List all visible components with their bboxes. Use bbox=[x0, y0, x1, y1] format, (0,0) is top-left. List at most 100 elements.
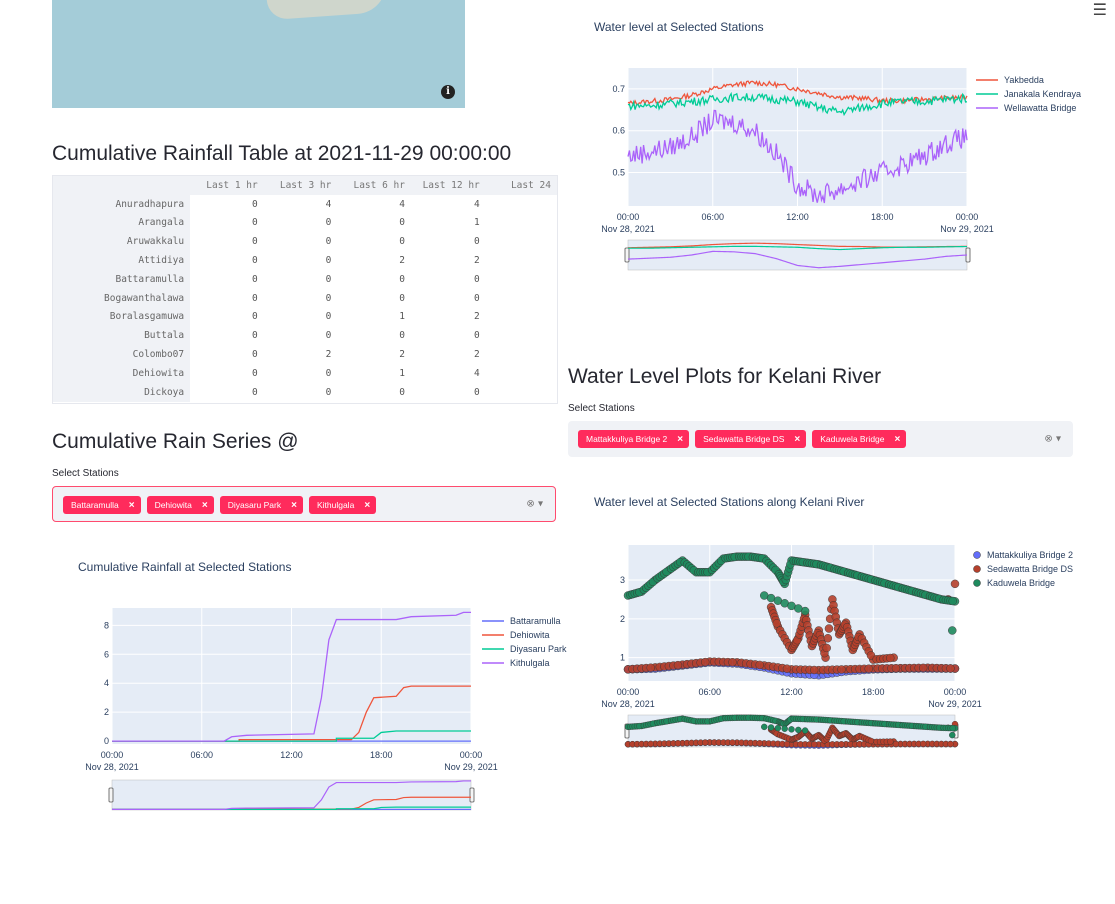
series-point bbox=[918, 663, 928, 673]
table-cell: 0 bbox=[252, 330, 258, 342]
legend-swatch bbox=[973, 551, 981, 559]
remove-tag-icon[interactable]: × bbox=[894, 434, 901, 445]
y-tick-label: 4 bbox=[104, 678, 109, 688]
table-cell: 0 bbox=[399, 330, 405, 342]
table-cell: 2 bbox=[474, 349, 480, 361]
row-station-name: Arangala bbox=[53, 213, 191, 233]
legend-label[interactable]: Battaramulla bbox=[510, 616, 561, 626]
remove-tag-icon[interactable]: × bbox=[201, 500, 208, 511]
table-cell: 0 bbox=[474, 273, 480, 285]
series-point bbox=[673, 660, 683, 670]
map-info-icon[interactable]: i bbox=[441, 85, 455, 99]
series-point bbox=[823, 634, 833, 643]
legend-label[interactable]: Janakala Kendraya bbox=[1004, 89, 1081, 99]
column-header[interactable]: Last 24 bbox=[485, 176, 557, 195]
column-header[interactable]: Last 1 hr bbox=[190, 176, 264, 195]
table-cell: 0 bbox=[474, 236, 480, 248]
series-point bbox=[891, 663, 901, 673]
chevron-down-icon[interactable]: ▾ bbox=[1055, 433, 1061, 445]
station-tag: Sedawatta Bridge DS × bbox=[695, 430, 807, 448]
legend-label[interactable]: Kaduwela Bridge bbox=[987, 578, 1055, 588]
remove-tag-icon[interactable]: × bbox=[128, 500, 135, 511]
station-tag-label: Kithulgala bbox=[316, 500, 355, 510]
column-header[interactable]: Last 3 hr bbox=[263, 176, 338, 195]
rain-station-multiselect[interactable]: Battaramulla × Dehiowita × Diyasaru Park × Kit… bbox=[52, 486, 556, 522]
legend-label[interactable]: Sedawatta Bridge DS bbox=[987, 564, 1073, 574]
x-tick-label: 18:00 bbox=[862, 687, 885, 697]
legend-label[interactable]: Kithulgala bbox=[510, 658, 550, 668]
series-point bbox=[864, 664, 873, 673]
y-tick-label: 2 bbox=[104, 707, 109, 717]
legend-label[interactable]: Mattakkuliya Bridge 2 bbox=[987, 550, 1073, 560]
table-row: Dickoya 0 0 0 0 bbox=[53, 382, 557, 402]
table-row: Arangala 0 0 0 1 bbox=[53, 213, 557, 233]
column-header[interactable]: Last 12 hr bbox=[410, 176, 486, 195]
row-station-name: Anuradhapura bbox=[53, 194, 191, 214]
remove-tag-icon[interactable]: × bbox=[794, 434, 801, 445]
table-row: Battaramulla 0 0 0 0 bbox=[53, 269, 557, 289]
row-station-name: Aruwakkalu bbox=[53, 232, 191, 252]
range-series-point bbox=[920, 740, 927, 748]
station-tag-label: Battaramulla bbox=[71, 500, 119, 510]
legend-label[interactable]: Diyasaru Park bbox=[510, 644, 567, 654]
range-series-point bbox=[867, 737, 875, 745]
table-cell: 0 bbox=[325, 236, 332, 248]
range-handle-left[interactable] bbox=[108, 787, 114, 803]
station-tag-label: Sedawatta Bridge DS bbox=[703, 434, 785, 444]
x-tick-label: 12:00 bbox=[786, 212, 809, 222]
chevron-down-icon[interactable]: ▾ bbox=[537, 498, 543, 510]
station-tag-label: Kaduwela Bridge bbox=[820, 434, 885, 444]
series-point bbox=[794, 604, 803, 613]
range-series-point bbox=[838, 741, 845, 748]
remove-tag-icon[interactable]: × bbox=[677, 434, 684, 445]
table-cell: 0 bbox=[252, 255, 258, 267]
series-point bbox=[646, 663, 655, 672]
multiselect-controls[interactable]: ⊗ ▾ bbox=[526, 499, 543, 510]
column-header[interactable]: Last 6 hr bbox=[337, 176, 411, 195]
x-tick-label: 00:00 bbox=[956, 212, 979, 222]
multiselect-controls[interactable]: ⊗ ▾ bbox=[1044, 434, 1061, 445]
kelani-scatter-chart[interactable]: 00:00 Nov 28, 2021 06:00 12:00 18:00 00:00 Nov… bbox=[590, 535, 1100, 755]
station-map[interactable]: i bbox=[52, 0, 465, 108]
legend-label[interactable]: Yakbedda bbox=[1004, 75, 1044, 85]
table-cell bbox=[486, 232, 557, 251]
hamburger-icon[interactable]: ☰ bbox=[1092, 0, 1107, 19]
range-handle-right[interactable] bbox=[469, 787, 475, 803]
remove-tag-icon[interactable]: × bbox=[364, 500, 371, 511]
row-station-name: Battaramulla bbox=[53, 269, 191, 289]
series-point bbox=[700, 657, 710, 667]
station-tag: Kithulgala × bbox=[308, 496, 377, 514]
x-tick-label: 06:00 bbox=[190, 750, 213, 760]
row-station-name: Colombo07 bbox=[53, 345, 191, 364]
table-cell: 0 bbox=[474, 386, 480, 398]
station-tag-label: Mattakkuliya Bridge 2 bbox=[586, 434, 668, 444]
y-tick-label: 0.7 bbox=[612, 84, 625, 94]
series-point bbox=[822, 643, 831, 653]
rainfall-table[interactable]: Last 1 hr Last 3 hr Last 6 hr Last 12 hr Las… bbox=[52, 175, 558, 404]
y-tick-label: 0.5 bbox=[612, 168, 625, 178]
table-cell: 0 bbox=[252, 217, 258, 229]
table-cell: 0 bbox=[474, 330, 480, 342]
range-series-point bbox=[774, 724, 782, 732]
remove-tag-icon[interactable]: × bbox=[291, 500, 297, 511]
range-handle-left[interactable] bbox=[624, 247, 630, 263]
cumulative-rain-chart[interactable]: 00:00 Nov 28, 2021 06:00 12:00 18:00 00:00 Nov… bbox=[60, 600, 570, 820]
table-cell: 0 bbox=[252, 311, 258, 323]
clear-all-icon[interactable]: ⊗ bbox=[1044, 433, 1053, 445]
table-row: Buttala 0 0 0 0 bbox=[53, 326, 557, 346]
table-cell: 0 bbox=[325, 273, 332, 285]
legend-swatch bbox=[973, 565, 981, 573]
table-cell: 0 bbox=[399, 386, 405, 398]
kelani-station-multiselect[interactable]: Mattakkuliya Bridge 2 × Sedawatta Bridge D… bbox=[568, 421, 1073, 457]
legend-label[interactable]: Wellawatta Bridge bbox=[1004, 103, 1076, 113]
table-row: Bogawanthalawa 0 0 0 0 bbox=[53, 288, 557, 308]
range-slider[interactable] bbox=[111, 779, 472, 811]
table-cell bbox=[486, 308, 557, 327]
x-tick-label: 12:00 bbox=[780, 687, 803, 697]
range-series-point bbox=[887, 738, 894, 745]
table-cell: 2 bbox=[474, 255, 480, 267]
water-level-chart[interactable]: 00:00 Nov 28, 2021 06:00 12:00 18:00 00:00 Nov… bbox=[590, 60, 1100, 280]
x-subtick-label: Nov 29, 2021 bbox=[444, 762, 498, 772]
clear-all-icon[interactable]: ⊗ bbox=[526, 498, 535, 510]
legend-label[interactable]: Dehiowita bbox=[510, 630, 550, 640]
